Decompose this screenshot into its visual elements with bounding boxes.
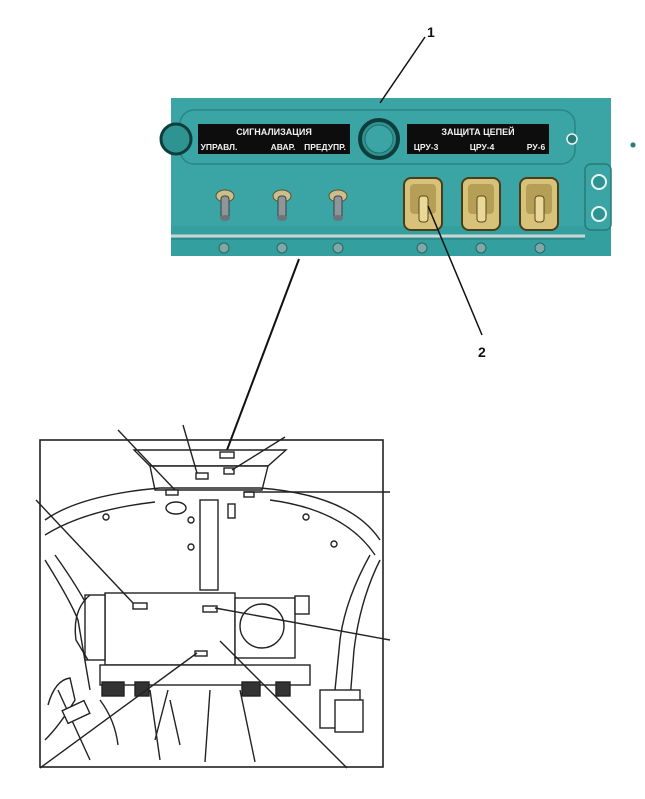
guarded-switch-cru3[interactable]: [403, 177, 443, 231]
panel-screw: [629, 141, 637, 149]
panel-screws-row: [218, 242, 546, 254]
cockpit-overview: [35, 424, 391, 769]
signal-label-predupr: ПРЕДУПР.: [304, 142, 346, 152]
toggle-switch-upravl[interactable]: [215, 189, 235, 221]
signal-label-upravl: УПРАВЛ.: [201, 142, 238, 152]
callout-1: 1: [379, 24, 435, 104]
signal-label-avar: АВАР.: [271, 142, 296, 152]
overhead-console: [132, 449, 288, 467]
control-panel: СИГНАЛИЗАЦИЯ УПРАВЛ. АВАР. ПРЕДУПР. ЗАЩИ…: [159, 98, 637, 256]
side-knob-lower: [591, 206, 607, 222]
toggle-switch-avar[interactable]: [272, 189, 292, 221]
signal-label-plate: [198, 124, 350, 154]
protection-group-title: ЗАЩИТА ЦЕПЕЙ: [441, 126, 514, 137]
left-knob: [159, 122, 193, 156]
toggle-switch-predupr[interactable]: [328, 189, 348, 221]
signal-group-title: СИГНАЛИЗАЦИЯ: [236, 127, 312, 137]
instrument-panel: [104, 592, 236, 666]
guarded-switch-ru6[interactable]: [519, 177, 559, 231]
right-pillar: [334, 554, 371, 691]
side-knob-upper: [591, 174, 607, 190]
indicator-lamp: [566, 133, 578, 145]
detail-leader-line: [226, 258, 300, 451]
callout-1-label: 1: [427, 24, 435, 40]
protection-label-cru3: ЦРУ-3: [414, 142, 439, 152]
protection-label-plate: [407, 124, 549, 154]
round-instrument: [239, 603, 285, 649]
callout-2: 2: [427, 205, 486, 360]
protection-label-cru4: ЦРУ-4: [470, 142, 495, 152]
center-post: [199, 499, 219, 591]
callout-2-label: 2: [478, 344, 486, 360]
protection-label-ru6: РУ-6: [527, 142, 546, 152]
overview-frame: [39, 439, 384, 768]
left-pillar: [44, 559, 91, 691]
canopy-arch: [44, 487, 381, 541]
guarded-switch-cru4[interactable]: [461, 177, 501, 231]
